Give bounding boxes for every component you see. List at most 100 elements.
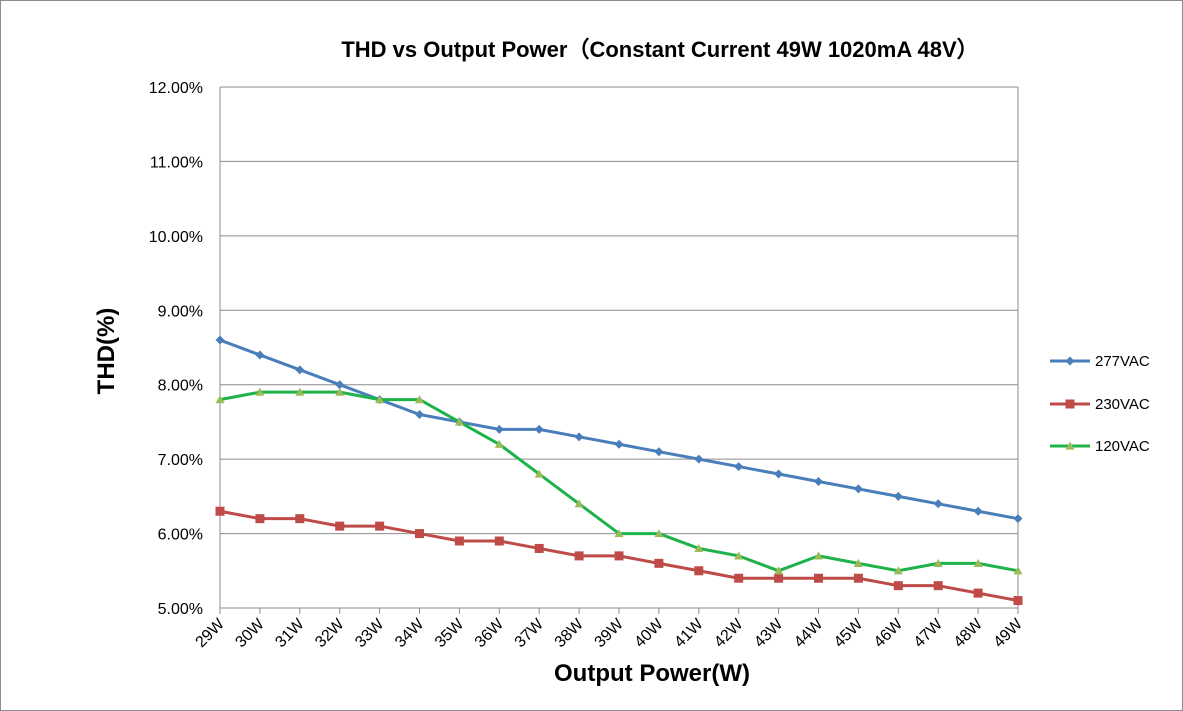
y-tick-label: 8.00% <box>158 378 203 395</box>
data-point-120VAC <box>255 387 265 396</box>
data-point-230VAC <box>774 573 784 583</box>
legend-item-230VAC: 230VAC <box>1050 396 1150 413</box>
data-point-230VAC <box>734 573 744 583</box>
data-point-277VAC <box>893 491 903 501</box>
data-point-230VAC <box>215 506 225 516</box>
data-point-120VAC <box>893 566 903 575</box>
legend-label: 120VAC <box>1095 438 1150 455</box>
legend-label: 277VAC <box>1095 353 1150 370</box>
x-tick-label: 39W <box>592 615 628 651</box>
x-tick-label: 45W <box>831 615 867 651</box>
data-point-120VAC <box>694 543 704 553</box>
data-point-277VAC <box>694 454 704 464</box>
data-point-277VAC <box>973 506 983 516</box>
x-tick-label: 33W <box>352 615 388 651</box>
data-point-120VAC <box>933 558 943 567</box>
data-point-230VAC <box>853 573 863 583</box>
x-tick-label: 42W <box>711 615 747 651</box>
data-point-120VAC <box>215 395 225 404</box>
data-point-120VAC <box>454 417 464 426</box>
data-point-230VAC <box>614 551 624 561</box>
y-tick-label: 5.00% <box>158 601 203 618</box>
data-point-230VAC <box>375 521 385 531</box>
x-tick-label: 41W <box>671 615 707 651</box>
legend-item-277VAC: 277VAC <box>1050 353 1150 370</box>
x-tick-label: 30W <box>232 615 268 651</box>
data-point-120VAC <box>973 558 983 567</box>
data-point-120VAC <box>853 558 863 567</box>
x-tick-label: 44W <box>791 615 827 651</box>
data-point-277VAC <box>534 424 544 434</box>
data-point-277VAC <box>215 335 225 345</box>
data-point-230VAC <box>654 558 664 568</box>
data-point-277VAC <box>734 462 744 472</box>
legend-item-120VAC: 120VAC <box>1050 438 1150 455</box>
x-axis-title: Output Power(W) <box>554 660 750 687</box>
data-point-230VAC <box>814 573 823 583</box>
series-230VAC <box>215 506 1023 606</box>
data-point-277VAC <box>654 447 664 457</box>
series-line-120VAC <box>218 390 1020 573</box>
data-point-120VAC <box>494 439 504 448</box>
data-point-277VAC <box>814 476 823 486</box>
data-point-277VAC <box>933 499 943 509</box>
data-point-277VAC <box>255 350 265 360</box>
x-tick-label: 31W <box>272 615 308 651</box>
x-axis-ticks: 29W 30W 31W 32W 33W 34W 35W 36W 37W 38W 39W 40W 41W 4… <box>193 608 1027 651</box>
data-point-120VAC <box>375 395 385 404</box>
x-tick-label: 48W <box>951 615 987 651</box>
data-point-277VAC <box>415 409 424 419</box>
data-point-230VAC <box>1013 596 1023 606</box>
y-tick-label: 12.00% <box>149 80 203 97</box>
x-tick-label: 32W <box>312 615 348 651</box>
data-point-277VAC <box>614 439 624 449</box>
x-tick-label: 47W <box>911 615 947 651</box>
data-point-230VAC <box>295 514 305 524</box>
data-point-120VAC <box>1013 566 1023 575</box>
x-tick-label: 35W <box>432 615 468 651</box>
legend: 277VAC 230VAC 120VAC <box>1050 353 1150 455</box>
x-tick-label: 37W <box>512 615 548 651</box>
y-tick-label: 6.00% <box>158 527 203 544</box>
data-point-230VAC <box>534 543 544 553</box>
x-tick-label: 34W <box>392 615 428 651</box>
data-point-277VAC <box>335 380 345 390</box>
y-tick-label: 10.00% <box>149 229 203 246</box>
data-point-120VAC <box>295 387 305 396</box>
legend-label: 230VAC <box>1095 396 1150 413</box>
data-point-230VAC <box>415 529 424 539</box>
data-point-120VAC <box>774 566 784 575</box>
data-point-230VAC <box>454 536 464 546</box>
data-point-277VAC <box>774 469 784 479</box>
data-point-277VAC <box>494 424 504 434</box>
data-point-277VAC <box>295 365 305 375</box>
x-tick-label: 46W <box>871 615 907 651</box>
x-tick-label: 29W <box>193 615 229 651</box>
y-tick-label: 11.00% <box>150 154 203 171</box>
data-point-277VAC <box>1013 514 1023 524</box>
chart-title: THD vs Output Power（Constant Current 49W… <box>341 37 978 62</box>
x-tick-label: 49W <box>991 615 1027 651</box>
data-point-230VAC <box>973 588 983 598</box>
data-point-230VAC <box>255 514 265 524</box>
data-point-120VAC <box>574 499 584 508</box>
y-tick-label: 7.00% <box>158 452 203 469</box>
x-tick-label: 38W <box>552 615 588 651</box>
x-tick-label: 43W <box>751 615 787 651</box>
data-point-120VAC <box>614 529 624 538</box>
x-tick-label: 40W <box>631 615 667 651</box>
data-point-120VAC <box>534 469 544 478</box>
y-axis-title: THD(%) <box>93 308 120 395</box>
legend-marker <box>1065 399 1075 409</box>
data-point-230VAC <box>335 521 345 531</box>
series-120VAC <box>215 387 1023 575</box>
data-point-120VAC <box>335 387 345 396</box>
series-277VAC <box>215 335 1023 524</box>
data-point-120VAC <box>734 551 744 560</box>
series-group <box>215 335 1023 606</box>
data-point-120VAC <box>415 395 424 404</box>
data-point-230VAC <box>893 581 903 591</box>
legend-marker <box>1065 356 1075 366</box>
data-point-230VAC <box>494 536 504 546</box>
